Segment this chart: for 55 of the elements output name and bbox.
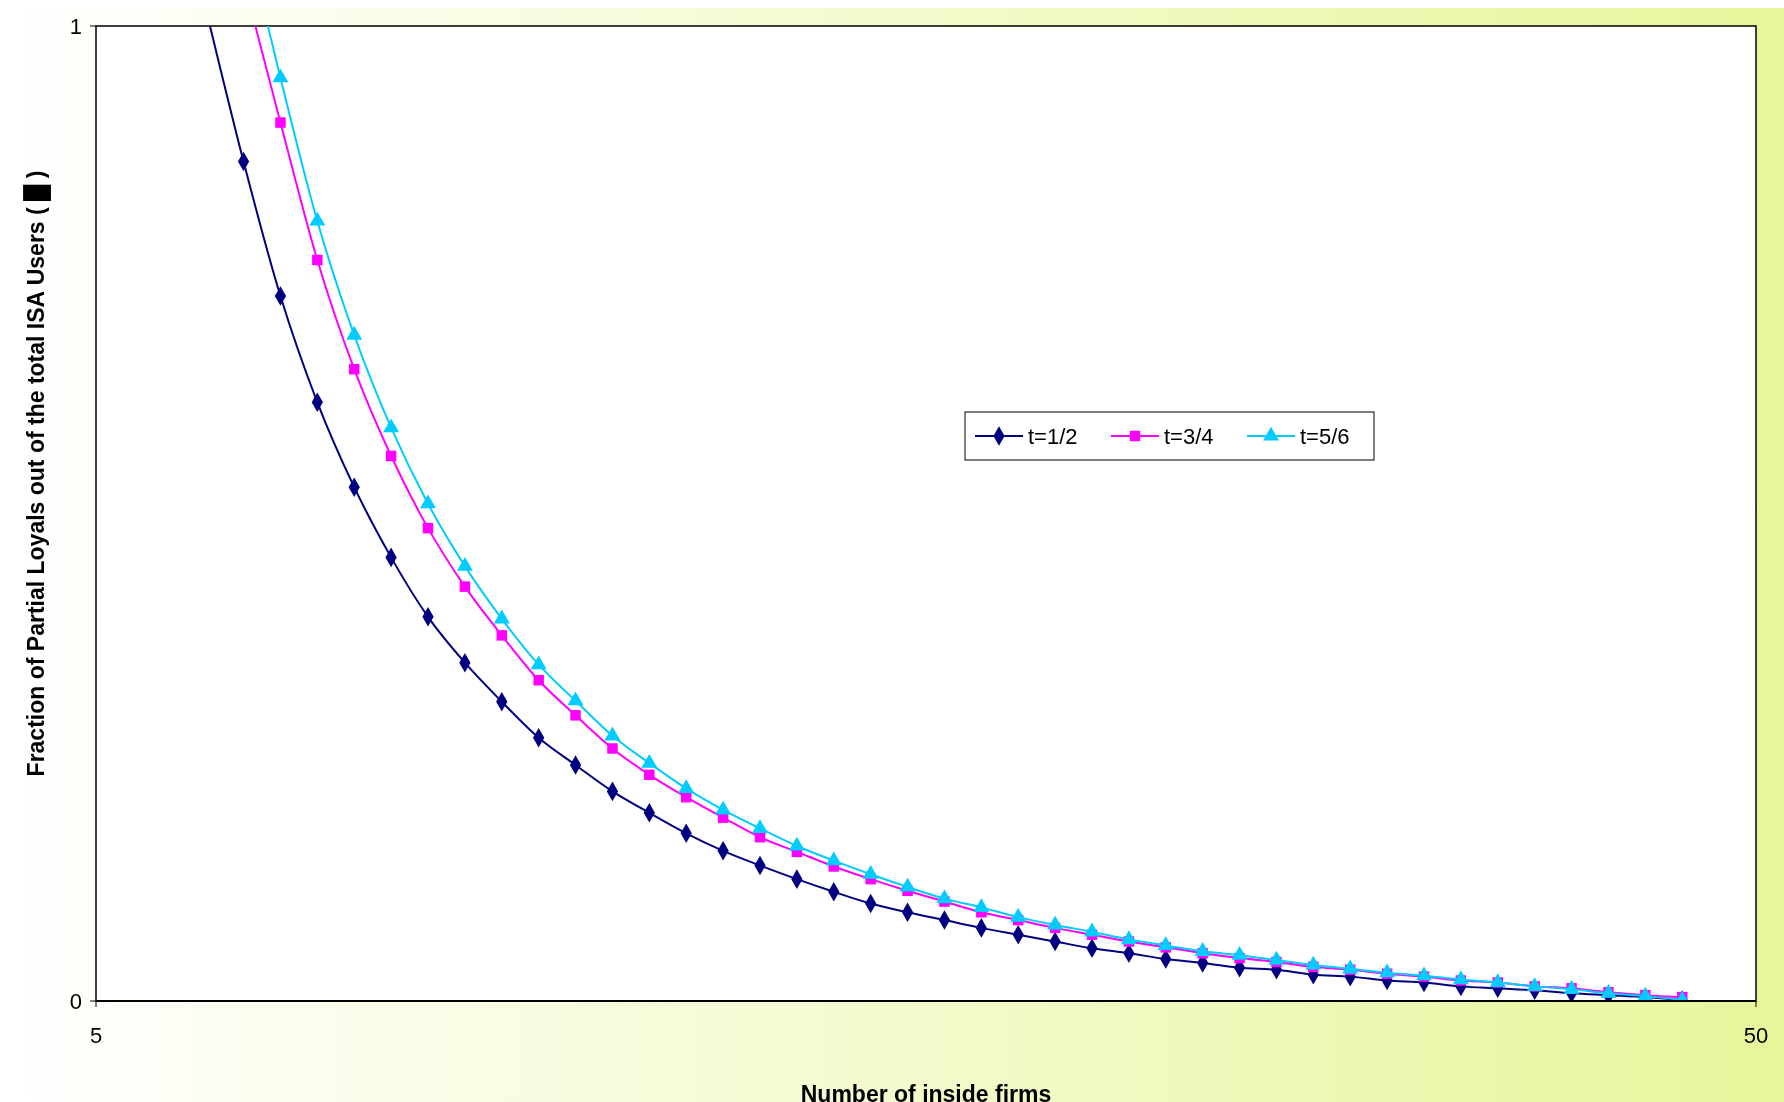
point — [1379, 963, 1396, 978]
point — [1194, 942, 1211, 956]
point — [1342, 959, 1359, 974]
point — [1489, 973, 1506, 988]
point — [973, 898, 990, 912]
x-tick-label: 50 — [1743, 1023, 1769, 1048]
point — [570, 710, 581, 721]
point — [607, 743, 618, 754]
point — [1120, 930, 1137, 945]
x-tick-label: 5 — [89, 1023, 103, 1048]
point — [1268, 950, 1285, 965]
legend-label: t=3/4 — [1164, 424, 1214, 449]
point — [533, 674, 544, 686]
point — [1010, 907, 1027, 922]
point — [1305, 955, 1322, 970]
point — [346, 325, 363, 340]
point — [456, 556, 473, 571]
point — [1452, 970, 1469, 985]
point — [312, 254, 323, 266]
point — [644, 769, 655, 781]
point — [420, 494, 436, 509]
point — [348, 363, 360, 375]
point — [1231, 945, 1248, 960]
point — [272, 68, 289, 83]
legend-label: t=1/2 — [1028, 424, 1078, 449]
point — [862, 865, 879, 879]
point — [422, 522, 434, 534]
point — [496, 630, 508, 641]
point — [459, 581, 471, 592]
point — [275, 117, 286, 128]
point — [604, 726, 621, 741]
point — [1157, 936, 1174, 951]
point — [1526, 977, 1543, 991]
point — [678, 779, 695, 794]
point — [1047, 915, 1064, 930]
y-axis-title: Fraction of Partial Loyals out of the total ISA Users ( █ ) — [23, 170, 51, 777]
point — [715, 800, 732, 815]
point — [641, 753, 658, 768]
point — [530, 655, 547, 670]
point — [899, 877, 916, 892]
point — [825, 851, 842, 866]
point — [567, 691, 584, 706]
point — [936, 889, 953, 904]
legend-label: t=5/6 — [1300, 424, 1350, 449]
point — [1416, 966, 1432, 981]
point — [385, 450, 397, 462]
y-tick-label: 0 — [69, 989, 82, 1014]
y-tick-label: 1 — [69, 14, 82, 39]
point — [309, 211, 326, 226]
x-axis-title: Number of inside firms — [800, 1081, 1052, 1102]
point — [1084, 922, 1100, 937]
point — [493, 609, 510, 624]
point — [788, 836, 805, 851]
point — [383, 418, 400, 433]
point — [752, 819, 768, 834]
